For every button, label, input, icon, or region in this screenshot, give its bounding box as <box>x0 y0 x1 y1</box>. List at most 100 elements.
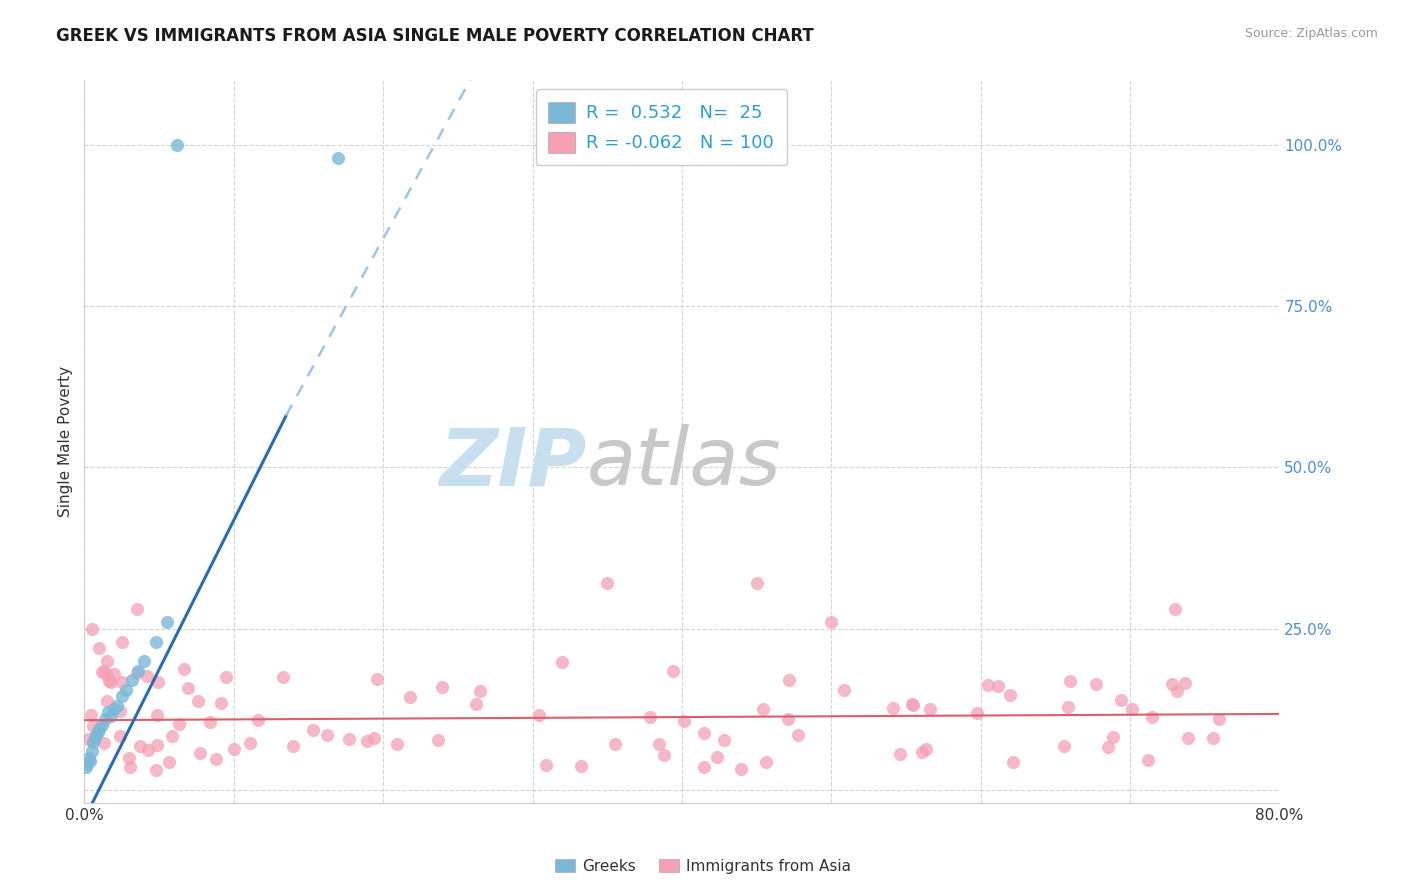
Point <box>110 705 132 719</box>
Point <box>79 754 101 768</box>
Point <box>120 760 142 774</box>
Point <box>787 728 810 742</box>
Point <box>1161 677 1184 691</box>
Point <box>100 708 122 723</box>
Point <box>162 729 184 743</box>
Point <box>1177 731 1199 745</box>
Point <box>1097 740 1119 755</box>
Point <box>385 738 408 752</box>
Point <box>1137 753 1160 767</box>
Point <box>536 758 558 772</box>
Point <box>166 137 188 152</box>
Point <box>337 732 360 747</box>
Point <box>778 673 800 687</box>
Point <box>145 707 167 722</box>
Point <box>80 744 103 758</box>
Point <box>89 640 111 655</box>
Point <box>271 669 294 683</box>
Legend: R =  0.532   N=  25, R = -0.062   N = 100: R = 0.532 N= 25, R = -0.062 N = 100 <box>536 89 786 165</box>
Point <box>111 675 134 690</box>
Point <box>115 682 138 697</box>
Point <box>118 751 141 765</box>
Point <box>745 576 768 591</box>
Point <box>1053 739 1076 753</box>
Point <box>914 741 936 756</box>
Point <box>652 747 675 762</box>
Point <box>110 729 132 743</box>
Point <box>83 731 105 746</box>
Point <box>91 718 114 732</box>
Point <box>157 755 180 769</box>
Point <box>1164 602 1187 616</box>
Point <box>187 694 209 708</box>
Point <box>173 662 195 676</box>
Point <box>1001 755 1024 769</box>
Point <box>693 759 716 773</box>
Text: Source: ZipAtlas.com: Source: ZipAtlas.com <box>1244 27 1378 40</box>
Point <box>398 690 420 704</box>
Point <box>146 675 169 690</box>
Point <box>198 715 221 730</box>
Point <box>135 669 157 683</box>
Point <box>527 708 550 723</box>
Point <box>77 750 100 764</box>
Point <box>820 615 842 630</box>
Point <box>281 739 304 754</box>
Point <box>96 694 118 708</box>
Text: GREEK VS IMMIGRANTS FROM ASIA SINGLE MALE POVERTY CORRELATION CHART: GREEK VS IMMIGRANTS FROM ASIA SINGLE MAL… <box>56 27 814 45</box>
Point <box>427 733 450 747</box>
Point <box>713 732 735 747</box>
Point <box>910 746 932 760</box>
Point <box>91 665 114 680</box>
Point <box>966 706 988 721</box>
Text: atlas: atlas <box>586 425 782 502</box>
Point <box>640 710 662 724</box>
Point <box>111 634 134 648</box>
Point <box>128 739 150 753</box>
Point <box>167 716 190 731</box>
Point <box>121 673 143 688</box>
Point <box>215 670 238 684</box>
Point <box>1174 676 1197 690</box>
Point <box>1109 693 1132 707</box>
Point <box>315 728 337 742</box>
Point <box>239 736 262 750</box>
Point <box>998 688 1021 702</box>
Point <box>100 674 122 689</box>
Point <box>730 762 752 776</box>
Point <box>363 731 385 745</box>
Point <box>155 615 177 630</box>
Point <box>136 743 159 757</box>
Text: ZIP: ZIP <box>439 425 586 502</box>
Point <box>1084 677 1107 691</box>
Point <box>1102 730 1125 744</box>
Point <box>125 602 148 616</box>
Point <box>755 755 778 769</box>
Point <box>209 696 232 710</box>
Point <box>177 681 200 695</box>
Point <box>96 654 118 668</box>
Point <box>603 737 626 751</box>
Legend: Greeks, Immigrants from Asia: Greeks, Immigrants from Asia <box>548 853 858 880</box>
Point <box>596 576 619 591</box>
Point <box>569 759 592 773</box>
Point <box>103 702 125 716</box>
Point <box>752 702 775 716</box>
Point <box>1208 712 1230 726</box>
Point <box>430 680 453 694</box>
Point <box>86 728 108 742</box>
Point <box>889 747 911 761</box>
Point <box>976 678 998 692</box>
Point <box>145 634 167 648</box>
Point <box>356 734 378 748</box>
Point <box>103 666 125 681</box>
Point <box>1121 702 1143 716</box>
Point <box>1059 674 1081 689</box>
Point <box>301 723 323 738</box>
Point <box>89 722 111 736</box>
Point <box>1202 731 1225 745</box>
Point <box>97 706 120 720</box>
Point <box>901 697 924 711</box>
Point <box>80 622 103 636</box>
Point <box>1057 699 1080 714</box>
